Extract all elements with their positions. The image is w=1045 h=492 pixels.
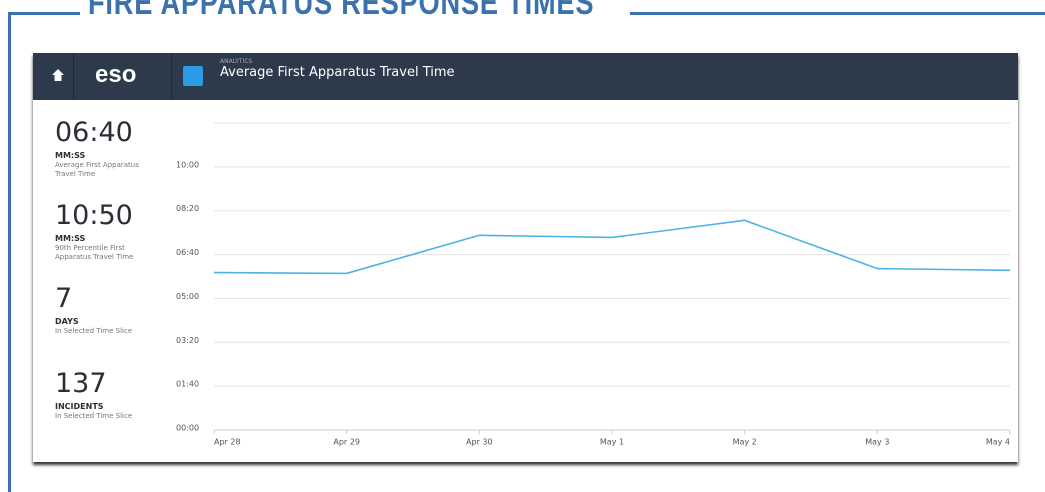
y-tick-label: 05:00: [176, 292, 199, 301]
stat-unit: INCIDENTS: [55, 402, 104, 411]
frame-top-right: [630, 12, 1045, 15]
x-tick-label: Apr 30: [466, 438, 493, 447]
frame-left: [8, 12, 11, 492]
data-line: [213, 219, 1011, 275]
stat-value: 10:50: [55, 200, 133, 231]
stat-unit: DAYS: [55, 317, 79, 326]
stat-unit: MM:SS: [55, 151, 86, 160]
x-tick-label: May 4: [986, 438, 1010, 447]
divider: [171, 53, 172, 100]
stat-description: Average First Apparatus Travel Time: [55, 161, 139, 178]
y-tick-label: 06:40: [176, 248, 199, 257]
y-tick-label: 00:00: [176, 424, 199, 433]
stat-value: 06:40: [55, 117, 133, 148]
app-title: Average First Apparatus Travel Time: [220, 65, 455, 80]
screenshot: eso ANALYTICS Average First Apparatus Tr…: [33, 53, 1018, 462]
stat-unit: MM:SS: [55, 234, 86, 243]
section-label: ANALYTICS: [220, 58, 253, 65]
stat-description: In Selected Time Slice: [55, 327, 133, 335]
y-tick-label: 01:40: [176, 380, 199, 389]
x-tick-label: May 3: [865, 438, 889, 447]
app-bar: eso ANALYTICS Average First Apparatus Tr…: [33, 53, 1018, 100]
frame-top-left: [8, 12, 80, 15]
divider: [73, 53, 74, 100]
analytics-icon[interactable]: [183, 66, 203, 86]
stat-value: 7: [55, 283, 73, 314]
logo: eso: [95, 61, 137, 88]
x-tick-label: Apr 29: [333, 438, 360, 447]
y-tick-label: 08:20: [176, 204, 199, 213]
page-title: FIRE APPARATUS RESPONSE TIMES: [88, 0, 595, 22]
stat-description: 90th Percentile First Apparatus Travel T…: [55, 244, 134, 261]
y-tick-label: 03:20: [176, 336, 199, 345]
x-tick-label: May 2: [733, 438, 757, 447]
x-tick-label: Apr 28: [214, 438, 241, 447]
stat-description: In Selected Time Slice: [55, 412, 133, 420]
stat-value: 137: [55, 368, 107, 399]
chart: 00:00 01:40 03:20 05:00 06:40 08:20 10:00 Apr 2…: [176, 122, 1011, 447]
home-icon[interactable]: [51, 68, 65, 82]
x-tick-label: May 1: [600, 438, 624, 447]
y-tick-label: 10:00: [176, 160, 199, 169]
